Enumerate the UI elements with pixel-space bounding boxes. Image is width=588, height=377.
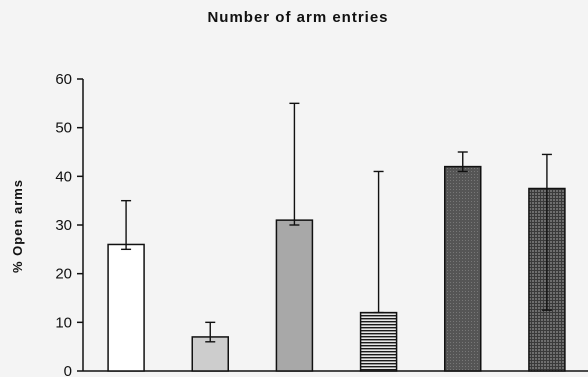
chart-title: Number of arm entries — [207, 9, 388, 26]
y-axis-label: % Open arms — [10, 179, 25, 273]
bar — [275, 219, 314, 372]
bars — [107, 165, 566, 372]
bar — [444, 165, 482, 372]
bar — [107, 243, 145, 372]
y-tick-label: 40 — [55, 168, 72, 185]
error-bars — [121, 102, 552, 343]
y-tick-label: 50 — [55, 120, 72, 137]
y-tick-label: 60 — [55, 71, 72, 88]
y-tick-label: 0 — [64, 363, 72, 377]
y-tick-label: 30 — [55, 217, 72, 234]
y-tick-label: 20 — [55, 266, 72, 283]
y-tick-label: 10 — [55, 314, 72, 331]
y-ticks: 0 10 20 30 40 50 60 — [55, 71, 83, 377]
bar — [359, 311, 398, 372]
